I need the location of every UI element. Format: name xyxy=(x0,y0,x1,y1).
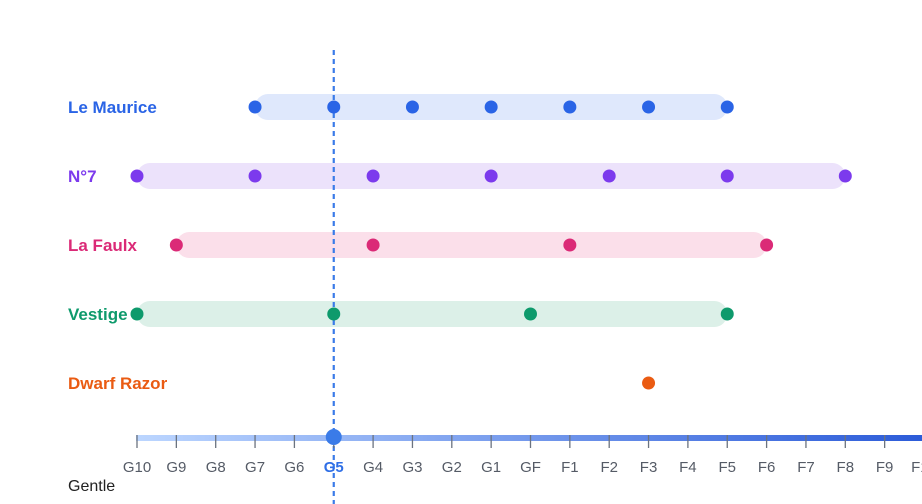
data-point-le-maurice-f1[interactable] xyxy=(563,100,577,114)
tick-label-f10[interactable]: F10 xyxy=(911,459,922,476)
data-point-dwarf-razor-f3[interactable] xyxy=(642,376,656,390)
tick-label-g2[interactable]: G2 xyxy=(442,459,462,476)
data-point-le-maurice-g5[interactable] xyxy=(327,100,341,114)
range-band-vestige xyxy=(137,301,728,327)
tick-label-f6[interactable]: F6 xyxy=(758,459,776,476)
data-point-vestige-g10[interactable] xyxy=(130,307,144,321)
tick-label-f7[interactable]: F7 xyxy=(797,459,815,476)
data-point-n-7-g1[interactable] xyxy=(484,169,498,183)
range-band-la-faulx xyxy=(176,232,767,258)
data-point-la-faulx-g9[interactable] xyxy=(169,238,183,252)
data-point-le-maurice-g1[interactable] xyxy=(484,100,498,114)
data-point-le-maurice-g7[interactable] xyxy=(248,100,262,114)
tick-label-f1[interactable]: F1 xyxy=(561,459,579,476)
intensity-axis-line xyxy=(136,435,922,441)
selected-marker[interactable] xyxy=(325,429,342,445)
tick-label-f5[interactable]: F5 xyxy=(718,459,736,476)
data-point-la-faulx-f6[interactable] xyxy=(760,238,774,252)
tick-label-gf[interactable]: GF xyxy=(520,459,541,476)
data-point-le-maurice-f3[interactable] xyxy=(642,100,656,114)
data-point-n-7-f5[interactable] xyxy=(720,169,734,183)
row-label-la-faulx: La Faulx xyxy=(68,236,138,255)
data-point-le-maurice-f5[interactable] xyxy=(720,100,734,114)
data-point-vestige-f5[interactable] xyxy=(720,307,734,321)
data-point-n-7-g7[interactable] xyxy=(248,169,262,183)
data-point-vestige-gf[interactable] xyxy=(524,307,537,321)
data-point-la-faulx-f1[interactable] xyxy=(563,238,577,252)
data-point-la-faulx-g4[interactable] xyxy=(366,238,380,252)
row-label-dwarf-razor: Dwarf Razor xyxy=(68,374,168,393)
tick-label-f4[interactable]: F4 xyxy=(679,459,697,476)
tick-label-g7[interactable]: G7 xyxy=(245,459,265,476)
tick-label-g4[interactable]: G4 xyxy=(363,459,383,476)
tick-label-g10[interactable]: G10 xyxy=(123,459,151,476)
tick-label-g5[interactable]: G5 xyxy=(324,459,344,476)
tick-label-f8[interactable]: F8 xyxy=(837,459,855,476)
data-point-le-maurice-g3[interactable] xyxy=(405,100,419,114)
data-point-vestige-g5[interactable] xyxy=(327,307,341,321)
data-point-n-7-g4[interactable] xyxy=(366,169,380,183)
tick-label-g8[interactable]: G8 xyxy=(206,459,226,476)
tick-label-f9[interactable]: F9 xyxy=(876,459,894,476)
tick-label-g6[interactable]: G6 xyxy=(284,459,304,476)
row-label-n-7: N°7 xyxy=(68,167,97,186)
tick-label-f3[interactable]: F3 xyxy=(640,459,658,476)
row-label-vestige: Vestige xyxy=(68,305,128,324)
tick-label-g9[interactable]: G9 xyxy=(166,459,186,476)
tick-label-g3[interactable]: G3 xyxy=(402,459,422,476)
data-point-n-7-f2[interactable] xyxy=(602,169,616,183)
data-point-n-7-f8[interactable] xyxy=(838,169,852,183)
data-point-n-7-g10[interactable] xyxy=(130,169,144,183)
tick-label-f2[interactable]: F2 xyxy=(600,459,618,476)
row-label-le-maurice: Le Maurice xyxy=(68,98,157,117)
tick-label-g1[interactable]: G1 xyxy=(481,459,501,476)
scale-start-label: Gentle xyxy=(68,478,115,495)
